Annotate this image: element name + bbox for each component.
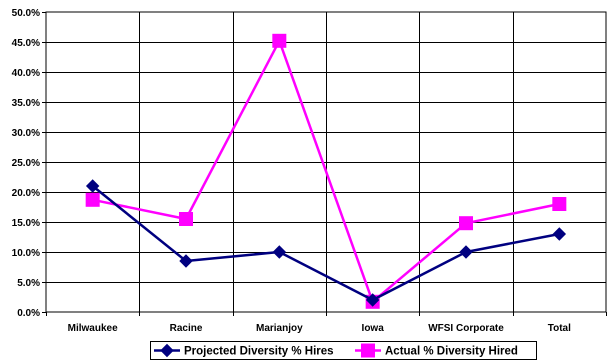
- legend-item-projected: Projected Diversity % Hires: [154, 343, 334, 358]
- x-tick-label: Racine: [170, 323, 203, 334]
- series-actual: [85, 33, 567, 309]
- y-tick-label: 45.0%: [12, 38, 40, 49]
- y-tick-label: 20.0%: [12, 188, 40, 199]
- gridlines: [45, 11, 607, 313]
- y-tick-label: 50.0%: [12, 8, 40, 19]
- legend-label: Projected Diversity % Hires: [184, 346, 334, 358]
- x-tick-label: Total: [548, 323, 571, 334]
- legend-item-actual: Actual % Diversity Hired: [355, 343, 518, 358]
- y-axis: 0.0% 5.0% 10.0% 15.0% 20.0% 25.0% 30.0% 35.0% 40…: [12, 8, 46, 319]
- legend: Projected Diversity % Hires Actual % Dive…: [150, 341, 537, 360]
- y-tick-label: 40.0%: [12, 68, 40, 79]
- y-tick-label: 30.0%: [12, 128, 40, 139]
- y-tick-label: 0.0%: [17, 308, 40, 319]
- y-tick-label: 10.0%: [12, 248, 40, 259]
- data-point-diamond: [365, 293, 380, 307]
- data-point-square: [552, 197, 567, 211]
- y-tick-label: 35.0%: [12, 98, 40, 109]
- data-point-diamond: [179, 254, 193, 268]
- x-tick-label: Marianjoy: [256, 323, 303, 334]
- data-point-diamond: [85, 179, 100, 193]
- data-point-square: [272, 33, 287, 48]
- data-point-square: [85, 192, 100, 207]
- x-tick-label: Iowa: [362, 323, 385, 334]
- data-point-diamond: [272, 245, 287, 259]
- series-line: [92, 39, 560, 304]
- data-point-square: [179, 212, 193, 226]
- y-tick-label: 25.0%: [12, 158, 40, 169]
- y-tick-label: 5.0%: [17, 278, 40, 289]
- legend-marker: [361, 343, 375, 358]
- y-tick-label: 15.0%: [12, 218, 40, 229]
- legend-marker: [160, 343, 174, 358]
- data-point-diamond: [459, 245, 473, 259]
- x-tick-label: Milwaukee: [68, 323, 118, 334]
- series-projected: [85, 179, 567, 307]
- data-point-diamond: [552, 227, 567, 241]
- series-line: [91, 185, 560, 302]
- x-axis: Milwaukee Racine Marianjoy Iowa WFSI Corpora…: [46, 312, 607, 334]
- legend-label: Actual % Diversity Hired: [385, 346, 518, 358]
- x-tick-label: WFSI Corporate: [428, 323, 504, 334]
- series-group: [85, 33, 567, 309]
- data-point-square: [459, 216, 473, 231]
